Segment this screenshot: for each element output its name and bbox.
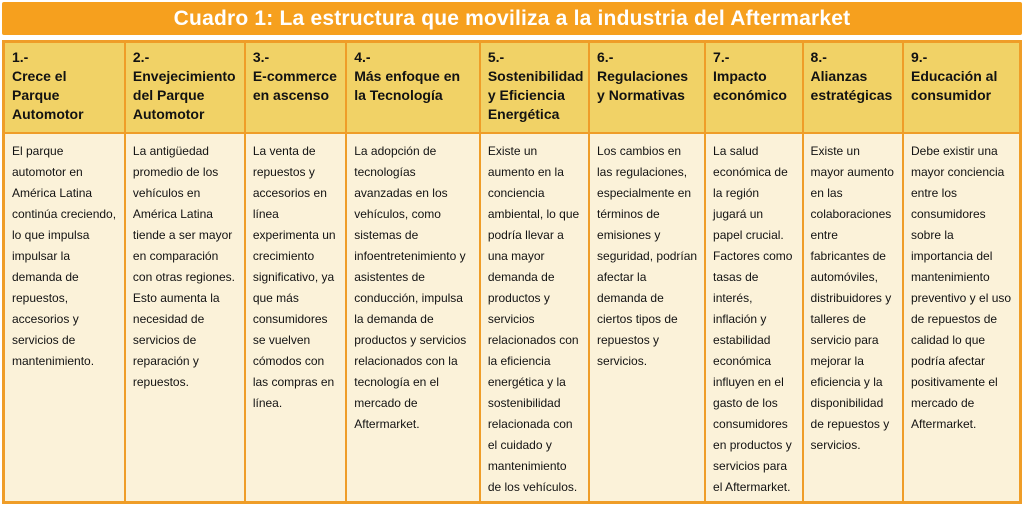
trend-column: 6.- Regulaciones y Normativas Los cambio… xyxy=(590,43,705,501)
trend-heading: Impacto económico xyxy=(713,68,787,103)
trend-number: 4.- xyxy=(354,49,371,65)
trend-column-header: 2.- Envejecimiento del Parque Automotor xyxy=(125,43,244,132)
trend-description: La salud económica de la región jugará u… xyxy=(706,134,802,501)
trend-heading: Envejecimiento del Parque Automotor xyxy=(132,68,236,122)
trend-column-header: 5.- Sostenibilidad y Eficiencia Energéti… xyxy=(480,43,589,132)
trend-number: 7.- xyxy=(713,49,730,65)
trend-column-header: 4.- Más enfoque en la Tecnología xyxy=(347,43,479,132)
trend-column-header: 9.- Educación al consumidor xyxy=(903,43,1019,132)
trend-column-header: 7.- Impacto económico xyxy=(706,43,802,132)
trend-description: Debe existir una mayor conciencia entre … xyxy=(903,134,1019,501)
trend-heading: Regulaciones y Normativas xyxy=(597,68,689,103)
trend-description: La venta de repuestos y accesorios en lí… xyxy=(245,134,346,501)
trend-heading: Sostenibilidad y Eficiencia Energética xyxy=(487,68,584,122)
trend-column-header: 6.- Regulaciones y Normativas xyxy=(590,43,705,132)
trend-column: 5.- Sostenibilidad y Eficiencia Energéti… xyxy=(480,43,589,501)
trend-column-header: 1.- Crece el Parque Automotor xyxy=(5,43,124,132)
trend-heading: Educación al consumidor xyxy=(910,68,998,103)
trend-description: Existe un aumento en la conciencia ambie… xyxy=(480,134,589,501)
trend-description: Existe un mayor aumento en las colaborac… xyxy=(803,134,902,501)
trend-heading: Más enfoque en la Tecnología xyxy=(354,68,461,103)
trend-column-header: 8.- Alianzas estratégicas xyxy=(803,43,902,132)
trend-description: La adopción de tecnologías avanzadas en … xyxy=(347,134,479,501)
trend-number: 6.- xyxy=(597,49,614,65)
trend-column: 7.- Impacto económico La salud económica… xyxy=(706,43,802,501)
trend-column: 4.- Más enfoque en la Tecnología La adop… xyxy=(347,43,479,501)
trend-description: La antigüedad promedio de los vehículos … xyxy=(125,134,244,501)
trend-number: 2.- xyxy=(132,49,150,65)
trend-number: 8.- xyxy=(810,49,827,65)
trend-column: 3.- E-commerce en ascenso La venta de re… xyxy=(245,43,346,501)
trend-description: Los cambios en las regulaciones, especia… xyxy=(590,134,705,501)
table-title: Cuadro 1: La estructura que moviliza a l… xyxy=(173,6,851,30)
trend-column: 2.- Envejecimiento del Parque Automotor … xyxy=(125,43,244,501)
trend-column-header: 3.- E-commerce en ascenso xyxy=(245,43,346,132)
trend-heading: Alianzas estratégicas xyxy=(810,68,893,103)
trend-column: 8.- Alianzas estratégicas Existe un mayo… xyxy=(803,43,902,501)
trend-heading: Crece el Parque Automotor xyxy=(12,68,84,122)
trend-number: 9.- xyxy=(910,49,928,65)
aftermarket-trends-table: 1.- Crece el Parque Automotor El parque … xyxy=(2,40,1022,504)
trend-column: 9.- Educación al consumidor Debe existir… xyxy=(903,43,1019,501)
trend-description: El parque automotor en América Latina co… xyxy=(5,134,124,501)
trend-heading: E-commerce en ascenso xyxy=(252,68,337,103)
trend-number: 5.- xyxy=(487,49,505,65)
table-title-bar: Cuadro 1: La estructura que moviliza a l… xyxy=(2,2,1022,35)
trend-number: 1.- xyxy=(12,49,29,65)
trend-column: 1.- Crece el Parque Automotor El parque … xyxy=(5,43,124,501)
trend-number: 3.- xyxy=(252,49,270,65)
